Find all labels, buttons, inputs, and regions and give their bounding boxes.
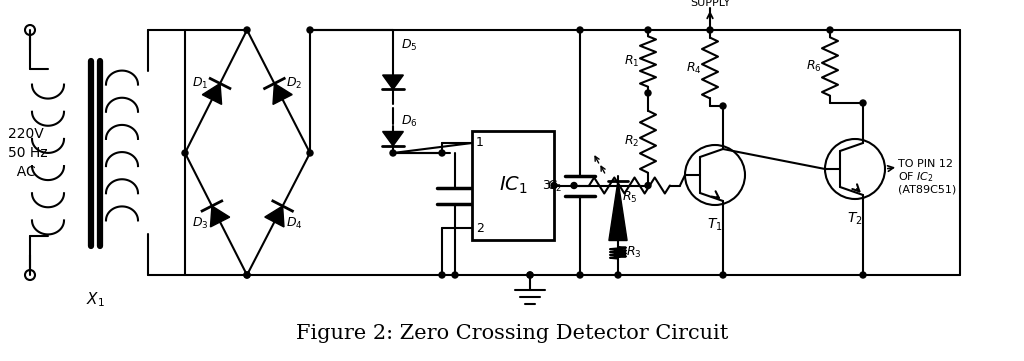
Text: $C_1$: $C_1$: [477, 188, 493, 204]
Text: 1: 1: [476, 136, 484, 149]
Polygon shape: [273, 83, 292, 104]
Polygon shape: [383, 131, 403, 146]
Text: TO PIN 12: TO PIN 12: [898, 159, 953, 169]
Circle shape: [439, 150, 445, 156]
Text: $R_3$: $R_3$: [627, 245, 642, 260]
Text: +: +: [475, 181, 486, 195]
Circle shape: [571, 183, 577, 188]
Text: 3: 3: [542, 179, 550, 192]
Circle shape: [645, 27, 651, 33]
Circle shape: [527, 272, 534, 278]
Text: $C_2$: $C_2$: [547, 178, 562, 193]
Text: (AT89C51): (AT89C51): [898, 184, 956, 194]
Text: $R_5$: $R_5$: [622, 190, 637, 205]
Text: $T_2$: $T_2$: [847, 211, 863, 227]
Text: $D_2$: $D_2$: [286, 75, 302, 91]
Text: $D_3$: $D_3$: [191, 216, 208, 231]
FancyBboxPatch shape: [472, 131, 554, 240]
Circle shape: [577, 272, 583, 278]
Circle shape: [244, 27, 250, 33]
Text: $IC_1$: $IC_1$: [499, 175, 527, 196]
Circle shape: [390, 150, 396, 156]
Circle shape: [707, 27, 713, 33]
Text: $R_4$: $R_4$: [686, 60, 701, 75]
Circle shape: [860, 100, 866, 106]
Circle shape: [182, 150, 188, 156]
Polygon shape: [383, 75, 403, 90]
Circle shape: [720, 272, 726, 278]
Circle shape: [244, 272, 250, 278]
Circle shape: [307, 27, 313, 33]
Text: $R_6$: $R_6$: [806, 59, 822, 74]
Polygon shape: [211, 206, 229, 227]
Circle shape: [860, 272, 866, 278]
Text: SUPPLY: SUPPLY: [690, 0, 730, 8]
Polygon shape: [265, 206, 284, 227]
Text: $R_2$: $R_2$: [625, 134, 640, 149]
Circle shape: [439, 272, 445, 278]
Polygon shape: [609, 180, 627, 240]
Text: $X_1$: $X_1$: [86, 290, 104, 309]
Circle shape: [244, 272, 250, 278]
Text: $D_4$: $D_4$: [286, 216, 302, 231]
Circle shape: [827, 27, 833, 33]
Circle shape: [645, 183, 651, 188]
Circle shape: [527, 272, 534, 278]
Text: OF $IC_2$: OF $IC_2$: [898, 170, 934, 184]
Text: $D_6$: $D_6$: [401, 113, 418, 129]
Circle shape: [307, 150, 313, 156]
Circle shape: [645, 90, 651, 96]
Circle shape: [615, 272, 621, 278]
Text: −: −: [475, 197, 486, 211]
Text: $R_1$: $R_1$: [625, 54, 640, 69]
Circle shape: [551, 183, 557, 188]
Circle shape: [577, 27, 583, 33]
Text: 2: 2: [476, 222, 484, 235]
Circle shape: [452, 272, 458, 278]
Polygon shape: [203, 83, 221, 104]
Text: 220V
50 Hz
  AC: 220V 50 Hz AC: [8, 126, 48, 179]
Text: $D_1$: $D_1$: [191, 75, 208, 91]
Text: Figure 2: Zero Crossing Detector Circuit: Figure 2: Zero Crossing Detector Circuit: [296, 324, 728, 343]
Circle shape: [720, 103, 726, 109]
Text: $T_1$: $T_1$: [708, 217, 723, 234]
Text: $D_5$: $D_5$: [401, 38, 418, 53]
